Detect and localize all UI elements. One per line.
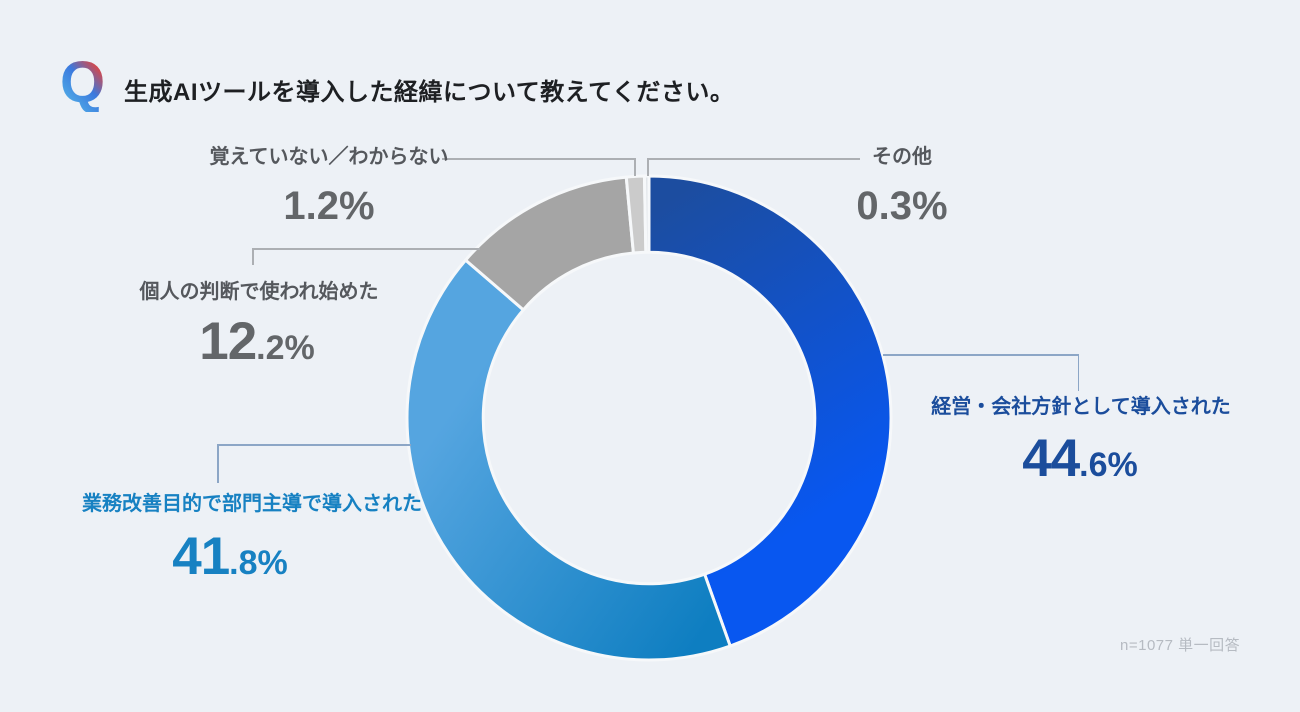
leader-line-sonota-h — [647, 158, 860, 160]
percentage-value: 0.3% — [856, 184, 948, 228]
leader-line-kojin-v — [252, 248, 254, 265]
callout-value-oboete: 1.2% — [179, 186, 479, 226]
callout-label-kojin: 個人の判断で使われ始めた — [139, 281, 379, 303]
callout-label-oboete: 覚えていない／わからない — [209, 146, 449, 168]
callout-value-sonota: 0.3% — [752, 186, 1052, 226]
percentage-fraction: .8% — [229, 544, 288, 582]
donut-segment-4 — [642, 174, 651, 254]
donut-segment-3 — [624, 174, 648, 255]
donut-segment-0 — [647, 174, 893, 648]
page-title: 生成AIツールを導入した経緯について教えてください。 — [124, 79, 735, 106]
donut-segment-1 — [405, 258, 732, 662]
leader-line-keiei-h — [883, 354, 1079, 356]
percentage-value: 1.2% — [283, 184, 375, 228]
percentage-integer: 41 — [172, 527, 230, 586]
callout-label-sonota: その他 — [872, 146, 932, 168]
callout-label-gyomu: 業務改善目的で部門主導で導入された — [82, 493, 422, 515]
donut-segment-2 — [464, 175, 635, 312]
leader-line-kojin-h — [252, 248, 480, 250]
percentage-fraction: .2% — [256, 329, 315, 367]
percentage-integer: 12 — [199, 312, 257, 371]
percentage-integer: 44 — [1022, 429, 1080, 488]
leader-line-oboete-h — [442, 158, 635, 160]
question-mark-icon: Q — [60, 50, 106, 115]
callout-value-gyomu: 41 .8% — [80, 530, 380, 583]
sample-size-note: n=1077 単一回答 — [1120, 637, 1241, 654]
callout-value-keiei: 44 .6% — [930, 432, 1230, 485]
leader-line-keiei-v — [1077, 354, 1079, 391]
leader-line-gyomu-h — [217, 444, 411, 446]
leader-line-oboete-v — [634, 158, 636, 176]
leader-line-sonota-v — [647, 158, 649, 176]
leader-line-gyomu-v — [217, 444, 219, 483]
callout-value-kojin: 12 .2% — [107, 315, 407, 368]
percentage-fraction: .6% — [1079, 446, 1138, 484]
callout-label-keiei: 経営・会社方針として導入された — [931, 396, 1231, 418]
